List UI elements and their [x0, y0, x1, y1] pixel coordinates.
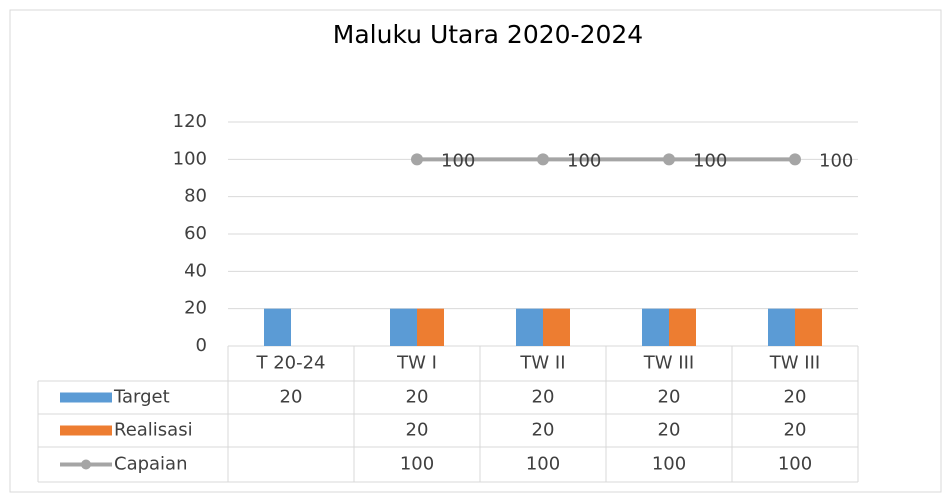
bar [390, 308, 417, 346]
legend-label: Realisasi [114, 420, 193, 441]
table-cell: 20 [532, 420, 555, 441]
legend-label: Capaian [114, 454, 188, 475]
table-cell: 20 [532, 387, 555, 408]
x-tick-label: TW III [643, 353, 694, 374]
legend-key [60, 425, 112, 436]
data-label: 100 [441, 150, 475, 171]
bar [642, 308, 669, 346]
legend-label: Target [113, 387, 170, 408]
x-tick-label: T 20-24 [255, 353, 325, 374]
data-label: 100 [693, 150, 727, 171]
y-tick-label: 100 [173, 148, 207, 169]
y-tick-label: 20 [184, 298, 207, 319]
chart-title: Maluku Utara 2020-2024 [333, 20, 643, 49]
line-marker [789, 153, 801, 166]
bar [795, 308, 822, 346]
legend-key [60, 392, 112, 403]
bar [417, 308, 444, 346]
x-tick-label: TW II [519, 353, 565, 374]
data-label: 100 [819, 150, 853, 171]
bar [669, 308, 696, 346]
bar [768, 308, 795, 346]
table-cell: 20 [406, 420, 429, 441]
y-tick-label: 60 [184, 223, 207, 244]
bar [264, 308, 291, 346]
table-cell: 20 [658, 387, 681, 408]
bar [516, 308, 543, 346]
table-cell: 100 [400, 454, 434, 475]
y-tick-label: 40 [184, 260, 207, 281]
legend-key-marker [81, 459, 91, 470]
line-marker [663, 153, 675, 166]
y-tick-label: 80 [184, 186, 207, 207]
data-label: 100 [567, 150, 601, 171]
table-cell: 20 [406, 387, 429, 408]
table-cell: 20 [280, 387, 303, 408]
line-marker [411, 153, 423, 166]
line-marker [537, 153, 549, 166]
table-cell: 20 [784, 387, 807, 408]
table-cell: 100 [526, 454, 560, 475]
table-cell: 100 [652, 454, 686, 475]
table-cell: 100 [778, 454, 812, 475]
bar [543, 308, 570, 346]
table-cell: 20 [658, 420, 681, 441]
y-tick-label: 0 [196, 335, 207, 356]
x-tick-label: TW III [769, 353, 820, 374]
x-tick-label: TW I [396, 353, 437, 374]
table-cell: 20 [784, 420, 807, 441]
y-tick-label: 120 [173, 111, 207, 132]
chart-border [9, 9, 942, 493]
